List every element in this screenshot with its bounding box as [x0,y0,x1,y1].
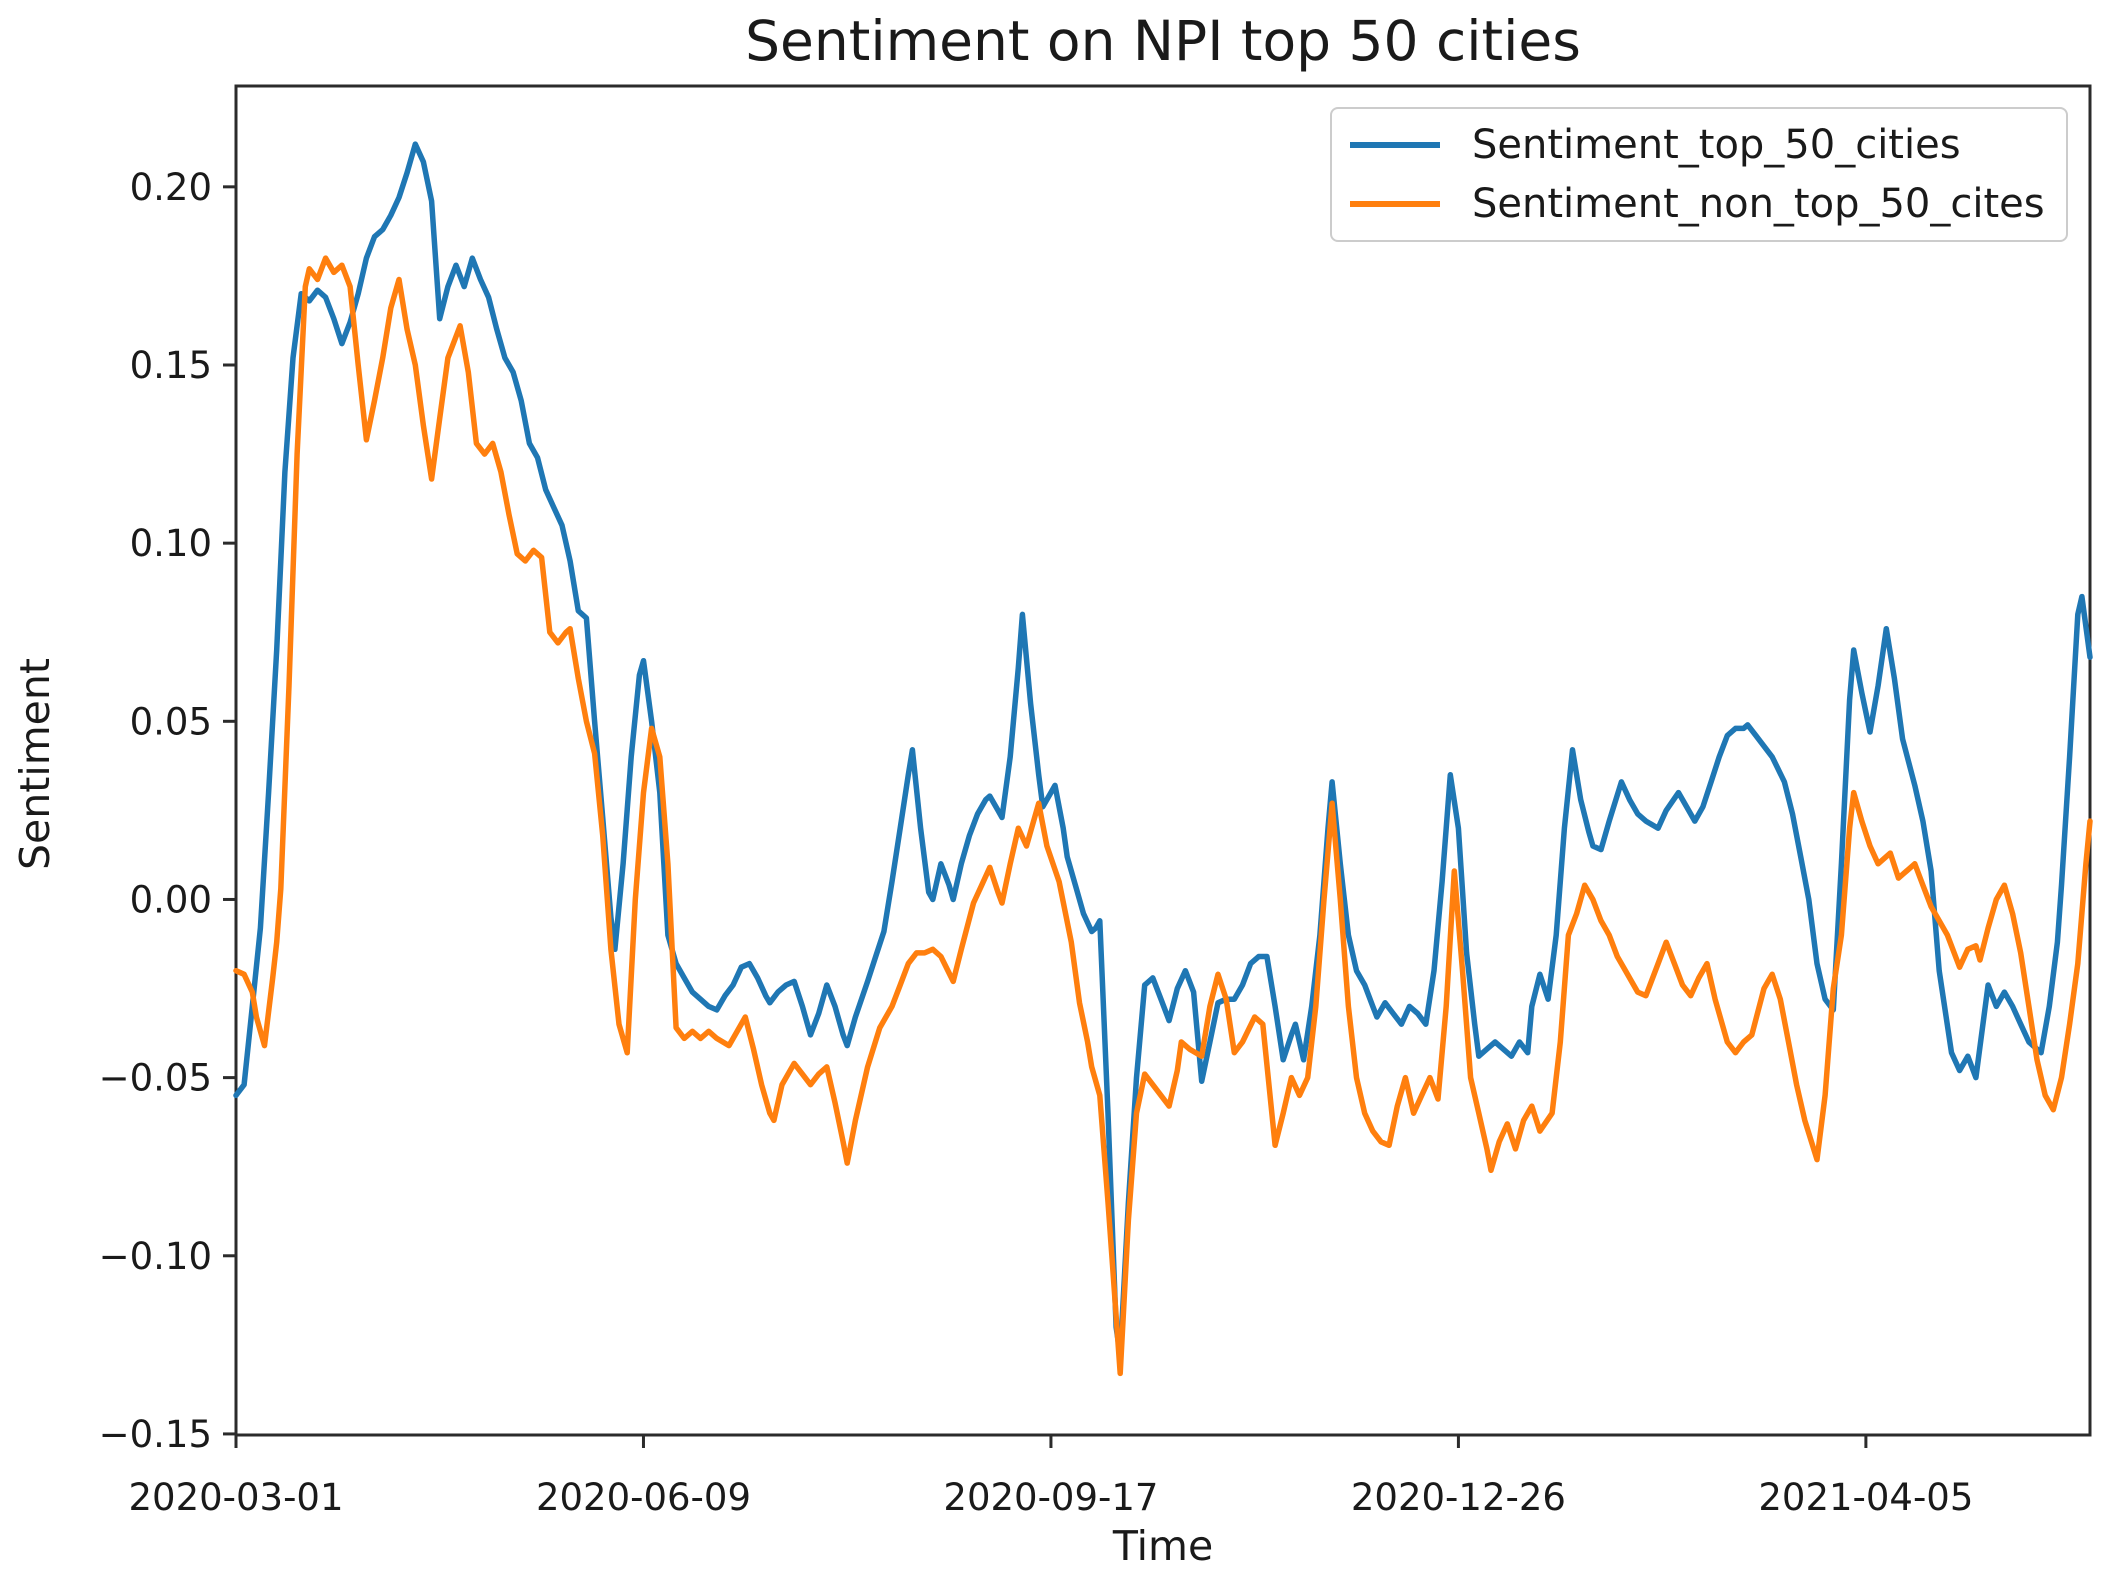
legend: Sentiment_top_50_cities Sentiment_non_top… [1330,107,2068,242]
series-line-1 [233,255,2093,1377]
axes-frame [234,84,2092,1437]
x-axis-label: Time [1112,1522,1214,1570]
legend-line-swatch [1350,201,1440,208]
x-tick-label: 2020-09-17 [943,1476,1158,1519]
y-tick-label: 0.05 [130,700,212,743]
y-tick-label: −0.15 [99,1413,212,1456]
x-tick-label: 2020-03-01 [128,1476,343,1519]
chart-title: Sentiment on NPI top 50 cities [745,9,1581,73]
legend-item-0: Sentiment_top_50_cities [1332,115,2066,175]
y-tick-label: 0.10 [130,522,212,565]
legend-label: Sentiment_non_top_50_cites [1472,181,2045,228]
x-tick-label: 2021-04-05 [1758,1476,1973,1519]
series-line-0 [233,141,2093,1359]
x-tick-label: 2020-06-09 [536,1476,751,1519]
y-tick-label: −0.05 [99,1057,212,1100]
legend-item-1: Sentiment_non_top_50_cites [1332,175,2066,235]
legend-label: Sentiment_top_50_cities [1472,121,1961,168]
legend-line-swatch [1350,141,1440,148]
x-tick-label: 2020-12-26 [1351,1476,1566,1519]
y-tick-label: 0.20 [130,166,212,209]
y-tick-label: 0.00 [130,878,212,921]
y-axis-label: Sentiment [11,658,59,870]
y-tick-label: −0.10 [99,1235,212,1278]
y-tick-label: 0.15 [130,344,212,387]
